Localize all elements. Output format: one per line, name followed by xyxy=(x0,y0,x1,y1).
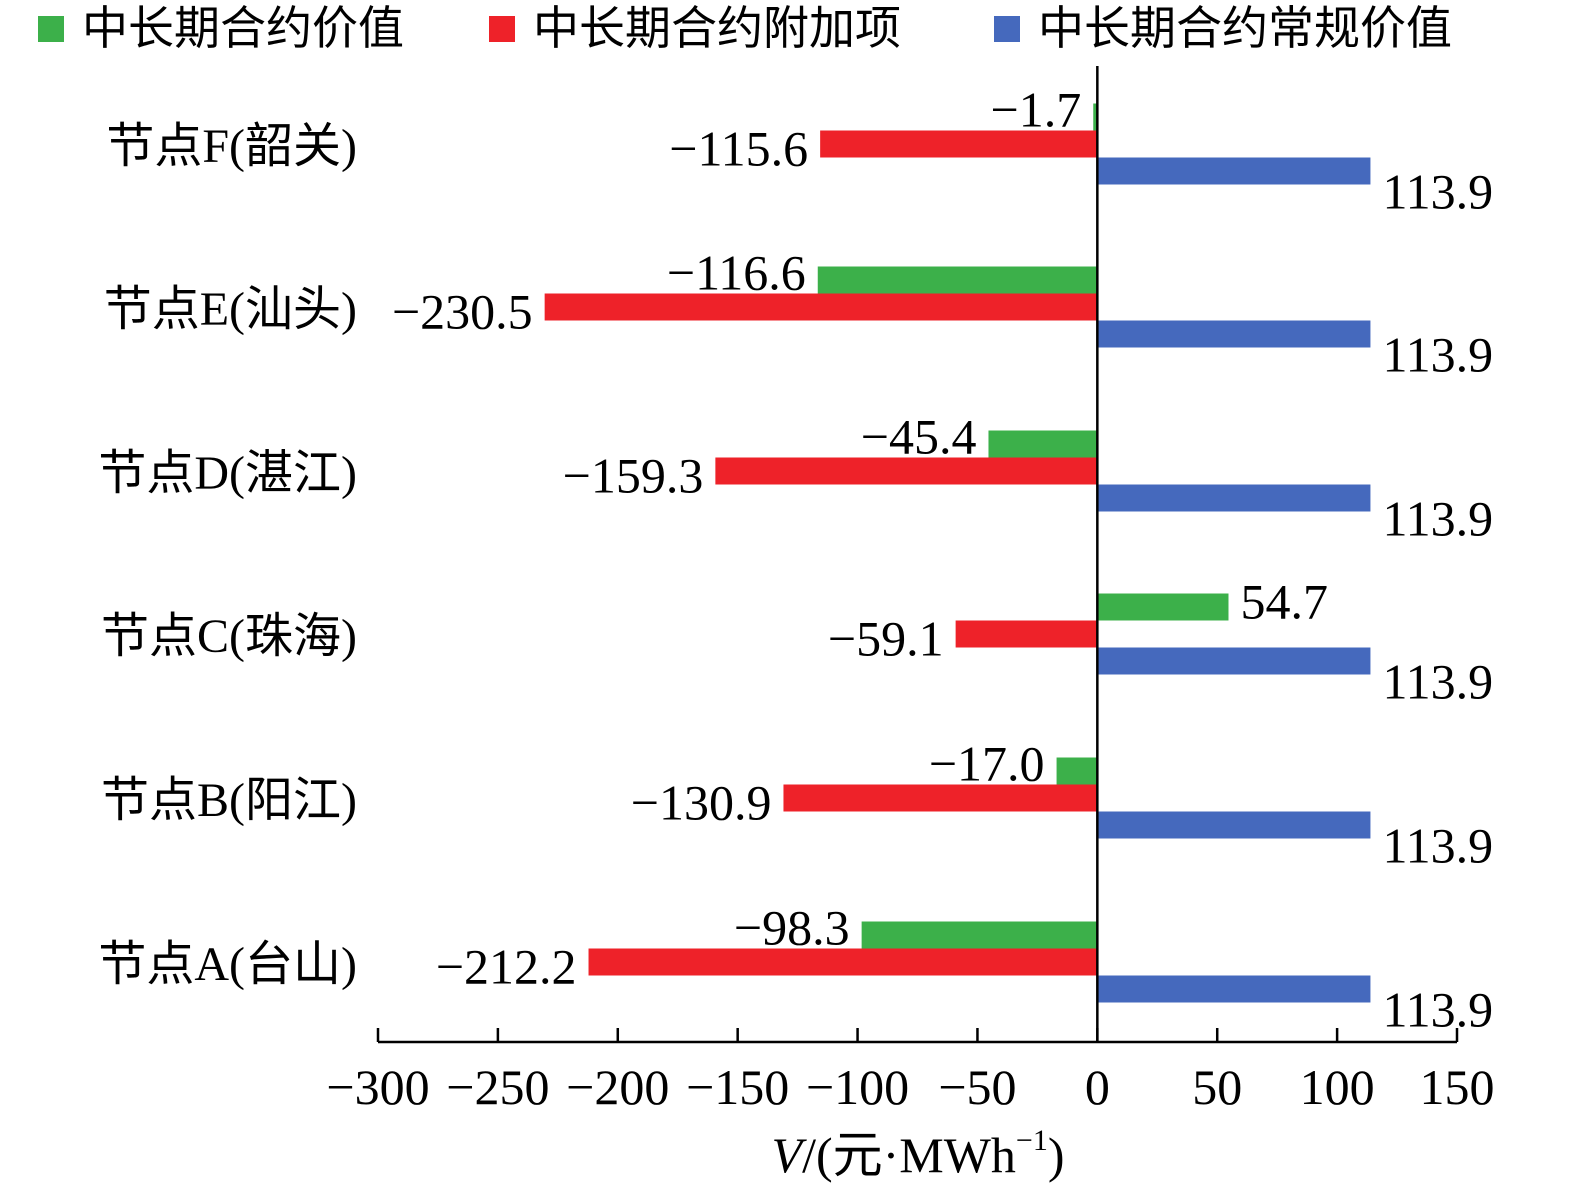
legend-swatch-1 xyxy=(38,16,64,42)
data-label-addon-4: −159.3 xyxy=(563,448,704,504)
data-label-addon-2: −130.9 xyxy=(631,775,772,831)
data-label-regular-6: 113.9 xyxy=(1382,164,1493,220)
legend-label-2: 中长期合约附加项 xyxy=(533,1,901,55)
data-label-value-5: −116.6 xyxy=(667,245,806,301)
x-tick-label-4: −150 xyxy=(686,1059,789,1115)
bar-regular-6 xyxy=(1097,157,1371,185)
bar-value-5 xyxy=(817,266,1098,294)
data-label-value-1: −98.3 xyxy=(734,900,850,956)
bar-value-2 xyxy=(1056,757,1098,785)
data-label-addon-1: −212.2 xyxy=(436,939,577,995)
category-label-5: 节点E(汕头) xyxy=(104,283,357,336)
bar-regular-2 xyxy=(1097,811,1371,839)
x-tick-label-7: 0 xyxy=(1085,1059,1110,1115)
legend-swatch-3 xyxy=(994,16,1020,42)
data-label-addon-6: −115.6 xyxy=(669,121,808,177)
x-tick-label-3: −200 xyxy=(566,1059,669,1115)
data-label-addon-5: −230.5 xyxy=(392,284,533,340)
bar-regular-1 xyxy=(1097,975,1371,1003)
category-label-4: 节点D(湛江) xyxy=(98,447,357,500)
bar-addon-6 xyxy=(820,130,1098,158)
x-tick-label-5: −100 xyxy=(806,1059,909,1115)
bar-value-6 xyxy=(1093,103,1098,131)
data-label-regular-5: 113.9 xyxy=(1382,327,1493,383)
x-tick-label-2: −250 xyxy=(446,1059,549,1115)
bar-value-3 xyxy=(1097,593,1229,621)
data-label-regular-3: 113.9 xyxy=(1382,654,1493,710)
legend-label-1: 中长期合约价值 xyxy=(82,1,404,55)
bar-group xyxy=(544,103,1371,1003)
category-label-6: 节点F(韶关) xyxy=(106,120,357,173)
x-axis-title: V/(元·MWh−1) xyxy=(772,1124,1065,1183)
data-label-value-2: −17.0 xyxy=(929,736,1045,792)
bar-value-1 xyxy=(861,921,1098,949)
bar-addon-3 xyxy=(955,620,1098,648)
legend: 中长期合约价值 中长期合约附加项 中长期合约常规价值 xyxy=(38,1,1452,55)
data-label-value-3: 54.7 xyxy=(1240,574,1328,630)
bar-addon-4 xyxy=(715,457,1098,485)
legend-label-3: 中长期合约常规价值 xyxy=(1038,1,1452,55)
bar-addon-5 xyxy=(544,293,1098,321)
bar-regular-4 xyxy=(1097,484,1371,512)
bar-value-4 xyxy=(988,430,1098,458)
data-label-regular-4: 113.9 xyxy=(1382,491,1493,547)
axes: −300 −250 −200 −150 −100 −50 0 50 100 150 V/(元·MWh… xyxy=(326,66,1495,1183)
data-label-regular-2: 113.9 xyxy=(1382,818,1493,874)
bar-regular-3 xyxy=(1097,647,1371,675)
category-label-2: 节点B(阳江) xyxy=(101,774,357,827)
x-tick-label-10: 150 xyxy=(1420,1059,1495,1115)
category-label-1: 节点A(台山) xyxy=(98,938,357,991)
data-label-group: −98.3 −212.2 113.9 −17.0 −130.9 113.9 54.7 −59.… xyxy=(392,82,1493,1038)
legend-swatch-2 xyxy=(489,16,515,42)
x-tick-label-1: −300 xyxy=(326,1059,429,1115)
x-tick-label-6: −50 xyxy=(938,1059,1016,1115)
data-label-addon-3: −59.1 xyxy=(828,611,944,667)
data-label-value-4: −45.4 xyxy=(861,409,977,465)
bar-addon-2 xyxy=(783,784,1098,812)
x-tick-label-8: 50 xyxy=(1192,1059,1242,1115)
data-label-value-6: −1.7 xyxy=(991,82,1082,138)
data-label-regular-1: 113.9 xyxy=(1382,982,1493,1038)
category-label-group: 节点A(台山) 节点B(阳江) 节点C(珠海) 节点D(湛江) 节点E(汕头) 节点F(韶… xyxy=(98,120,357,991)
bar-addon-1 xyxy=(588,948,1098,976)
x-tick-label-9: 100 xyxy=(1300,1059,1375,1115)
category-label-3: 节点C(珠海) xyxy=(101,610,357,663)
bar-regular-5 xyxy=(1097,320,1371,348)
